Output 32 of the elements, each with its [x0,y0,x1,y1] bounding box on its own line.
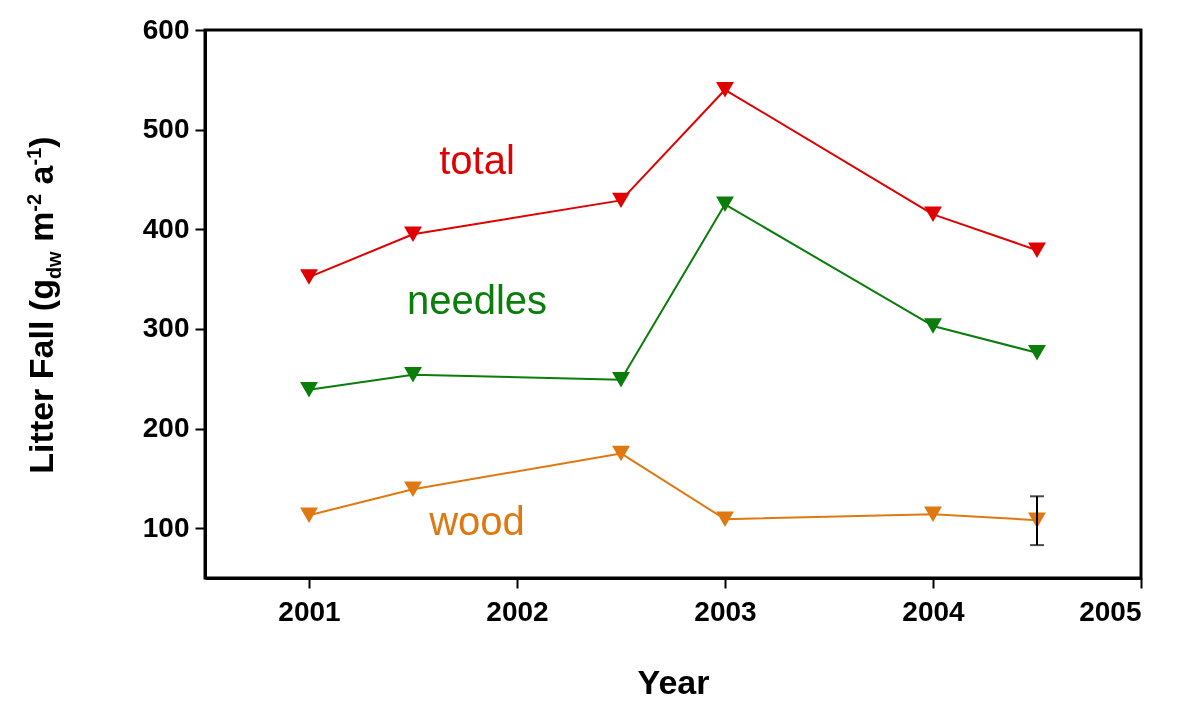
y-tick-label: 400 [142,212,190,244]
x-tick-label: 2004 [902,595,966,627]
y-tick-label: 500 [142,113,190,145]
series-label: wood [428,499,525,544]
point [924,206,942,223]
series-label: total [439,138,515,183]
point [404,367,422,383]
point [404,481,422,498]
x-tick-label: 2005 [1079,595,1142,627]
point [612,371,630,388]
point [300,507,318,523]
point [924,506,942,522]
point [300,269,318,285]
x-tick-label: 2003 [694,595,757,627]
y-tick-label: 300 [142,312,190,344]
point [612,192,630,209]
y-tick-label: 600 [142,13,190,45]
point [716,511,734,527]
point [716,196,734,213]
point [1028,345,1046,361]
x-tick-label: 2002 [486,595,549,627]
x-tick-label: 2001 [278,595,341,627]
point [300,381,318,398]
point [924,318,942,334]
y-tick-label: 100 [142,511,190,543]
point [404,226,422,242]
series-label: needles [406,278,548,323]
x-axis-title: Year [637,662,710,701]
point [716,82,734,98]
y-tick-label: 200 [142,412,190,444]
point [612,445,630,462]
point [1028,242,1046,258]
